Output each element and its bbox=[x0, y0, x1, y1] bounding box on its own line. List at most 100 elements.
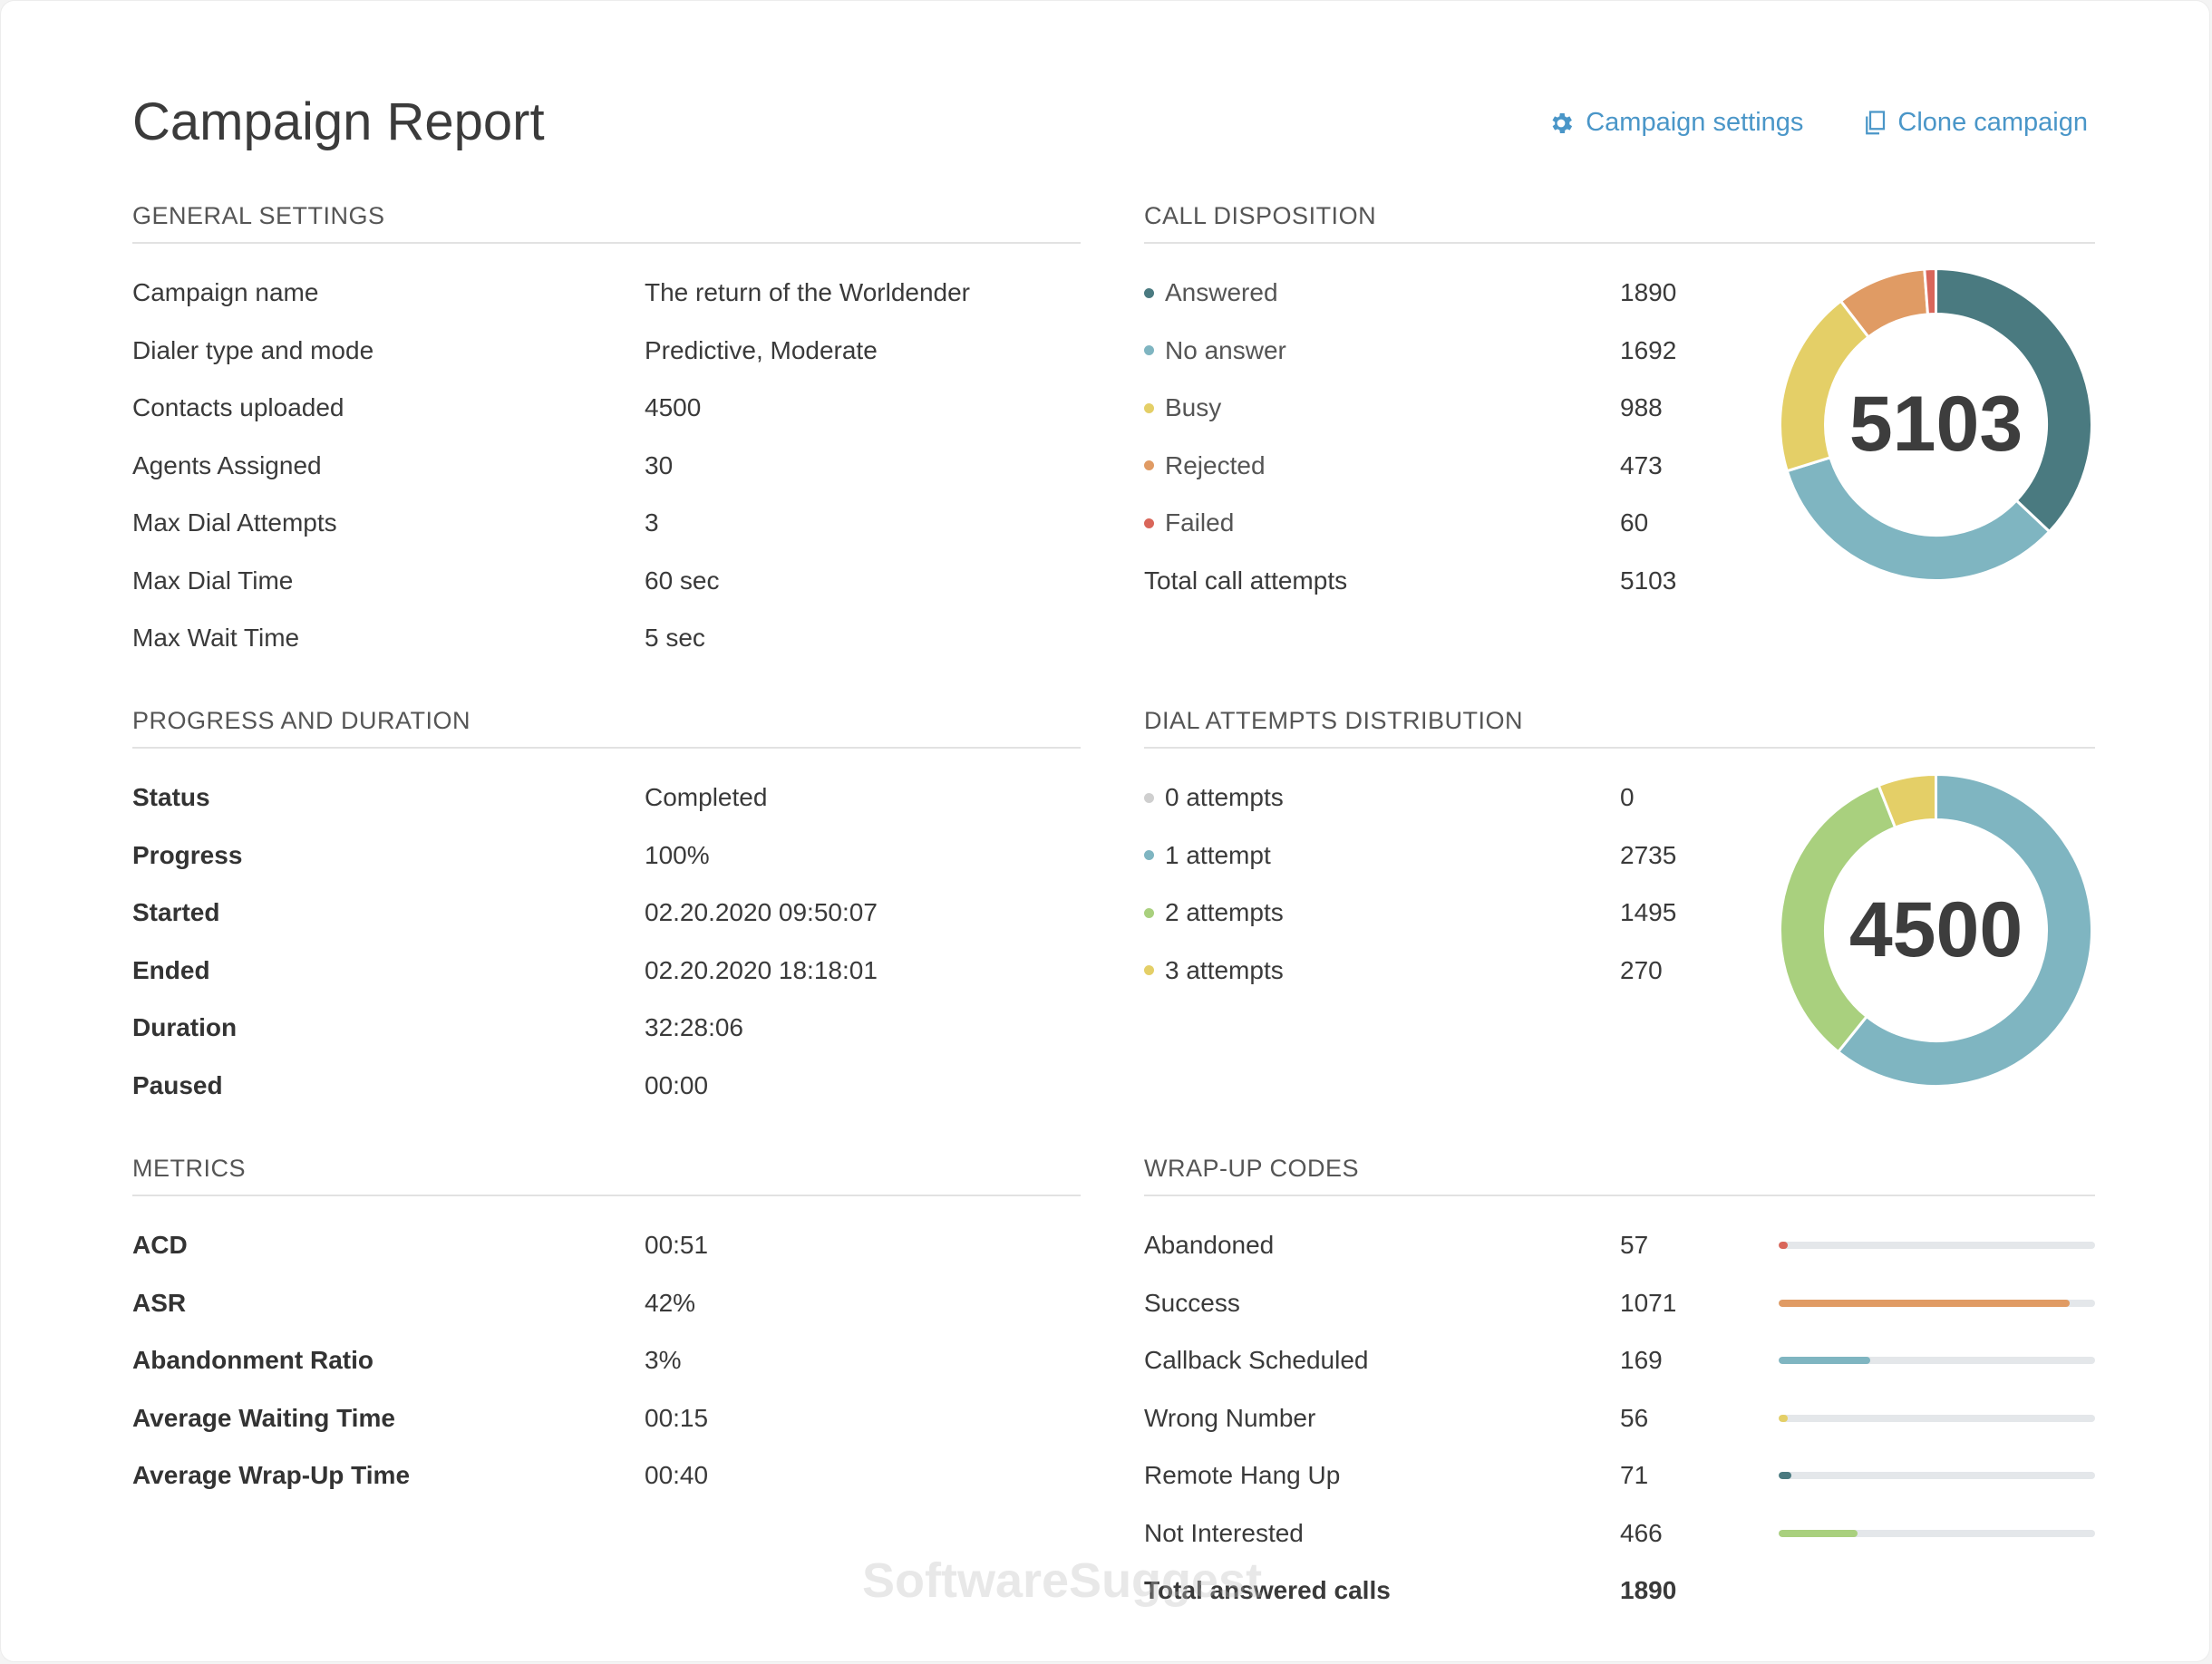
attempts-row: 1 attempt 2735 bbox=[1144, 839, 2095, 897]
page-title: Campaign Report bbox=[132, 92, 545, 151]
attempts-row: 0 attempts 0 bbox=[1144, 781, 2095, 839]
section-heading: GENERAL SETTINGS bbox=[132, 202, 1081, 244]
progress-section: PROGRESS AND DURATION Status Completed P… bbox=[132, 707, 1081, 1127]
section-heading: WRAP-UP CODES bbox=[1144, 1155, 2095, 1196]
disposition-value: 473 bbox=[1620, 450, 1663, 479]
disposition-row: Busy 988 bbox=[1144, 392, 2095, 450]
total-answered-value: 1890 bbox=[1620, 1576, 1677, 1604]
metric-label: ACD bbox=[132, 1231, 188, 1259]
copy-icon bbox=[1863, 110, 1887, 137]
setting-value: Predictive, Moderate bbox=[645, 335, 878, 364]
progress-row: Progress 100% bbox=[132, 839, 1081, 897]
progress-rows: Status Completed Progress 100% Started 0… bbox=[132, 749, 1081, 1127]
wrapup-bar bbox=[1779, 1529, 2095, 1537]
setting-label: Agents Assigned bbox=[132, 450, 322, 479]
metric-value: 00:15 bbox=[645, 1403, 709, 1432]
setting-row: Agents Assigned 30 bbox=[132, 450, 1081, 508]
attempts-label: 0 attempts bbox=[1165, 783, 1284, 811]
ended-value: 02.20.2020 18:18:01 bbox=[645, 955, 878, 984]
progress-label: Ended bbox=[132, 955, 210, 984]
progress-row: Paused 00:00 bbox=[132, 1069, 1081, 1127]
paused-value: 00:00 bbox=[645, 1070, 709, 1099]
setting-row: Max Dial Time 60 sec bbox=[132, 565, 1081, 623]
wrapup-bar bbox=[1779, 1299, 2095, 1307]
disposition-label: Busy bbox=[1165, 393, 1222, 421]
gear-icon bbox=[1547, 110, 1575, 137]
progress-label: Paused bbox=[132, 1070, 223, 1099]
legend-dot bbox=[1144, 460, 1154, 470]
setting-row: Dialer type and mode Predictive, Moderat… bbox=[132, 334, 1081, 392]
setting-label: Max Dial Time bbox=[132, 566, 294, 595]
wrapup-rows: Abandoned 57 Success 1071 Callback Sched… bbox=[1144, 1196, 2095, 1632]
call-disposition-donut: 5103 bbox=[1779, 266, 2093, 582]
setting-label: Campaign name bbox=[132, 278, 319, 306]
wrapup-label: Not Interested bbox=[1144, 1518, 1304, 1547]
donut-segment bbox=[1836, 772, 2093, 1088]
donut-chart bbox=[1779, 772, 2093, 1088]
donut-segment bbox=[1877, 772, 1937, 830]
clone-campaign-link[interactable]: Clone campaign bbox=[1863, 108, 2088, 138]
general-settings-section: GENERAL SETTINGS Campaign name The retur… bbox=[132, 202, 1081, 680]
disposition-label: Failed bbox=[1165, 508, 1235, 537]
dial-attempts-section: DIAL ATTEMPTS DISTRIBUTION 0 attempts 0 … bbox=[1144, 707, 2095, 1088]
donut-segment bbox=[1779, 783, 1897, 1054]
metric-value: 00:40 bbox=[645, 1461, 709, 1489]
wrapup-row: Wrong Number 56 bbox=[1144, 1402, 2095, 1460]
section-heading: DIAL ATTEMPTS DISTRIBUTION bbox=[1144, 707, 2095, 749]
setting-row: Contacts uploaded 4500 bbox=[132, 392, 1081, 450]
disposition-rows: Answered 1890 No answer 1692 Busy 988 Re… bbox=[1144, 244, 2095, 622]
total-attempts-value: 5103 bbox=[1620, 566, 1677, 595]
wrapup-label: Abandoned bbox=[1144, 1231, 1275, 1259]
wrapup-bar bbox=[1779, 1414, 2095, 1422]
wrapup-bar bbox=[1779, 1472, 2095, 1479]
campaign-settings-link[interactable]: Campaign settings bbox=[1547, 108, 1803, 138]
section-heading: PROGRESS AND DURATION bbox=[132, 707, 1081, 749]
wrapup-bar-fill bbox=[1779, 1242, 1789, 1249]
wrapup-bar-fill bbox=[1779, 1472, 1791, 1479]
wrapup-label: Wrong Number bbox=[1144, 1403, 1316, 1432]
setting-value: The return of the Worldender bbox=[645, 278, 971, 306]
disposition-label: Rejected bbox=[1165, 450, 1266, 479]
wrapup-bar-fill bbox=[1779, 1529, 1858, 1537]
wrapup-bar bbox=[1779, 1357, 2095, 1364]
metrics-rows: ACD 00:51 ASR 42% Abandonment Ratio 3% A… bbox=[132, 1196, 1081, 1517]
legend-dot bbox=[1144, 402, 1154, 413]
wrapup-bar-fill bbox=[1779, 1357, 1871, 1364]
status-value: Completed bbox=[645, 783, 768, 811]
setting-value: 5 sec bbox=[645, 624, 705, 652]
metric-label: Average Wrap-Up Time bbox=[132, 1461, 411, 1489]
setting-label: Dialer type and mode bbox=[132, 335, 374, 364]
disposition-label: Answered bbox=[1165, 278, 1278, 306]
progress-value: 100% bbox=[645, 840, 710, 869]
progress-row: Started 02.20.2020 09:50:07 bbox=[132, 896, 1081, 954]
progress-label: Status bbox=[132, 783, 210, 811]
total-attempts-label: Total call attempts bbox=[1144, 566, 1348, 595]
metric-label: ASR bbox=[132, 1288, 187, 1317]
attempts-label: 3 attempts bbox=[1165, 955, 1284, 984]
metric-value: 3% bbox=[645, 1346, 682, 1374]
donut-chart bbox=[1779, 266, 2093, 582]
total-answered-label: Total answered calls bbox=[1144, 1576, 1391, 1604]
setting-row: Max Dial Attempts 3 bbox=[132, 507, 1081, 565]
attempts-value: 0 bbox=[1620, 783, 1635, 811]
attempts-value: 1495 bbox=[1620, 898, 1677, 926]
duration-value: 32:28:06 bbox=[645, 1013, 743, 1041]
donut-segment bbox=[1923, 266, 1937, 316]
disposition-value: 1692 bbox=[1620, 335, 1677, 364]
wrapup-codes-section: WRAP-UP CODES Abandoned 57 Success 1071 … bbox=[1144, 1155, 2095, 1632]
setting-value: 3 bbox=[645, 508, 659, 537]
section-heading: CALL DISPOSITION bbox=[1144, 202, 2095, 244]
donut-total: 4500 bbox=[1848, 886, 2023, 973]
general-settings-rows: Campaign name The return of the Worldend… bbox=[132, 244, 1081, 680]
legend-dot bbox=[1144, 850, 1154, 860]
wrapup-value: 57 bbox=[1620, 1231, 1649, 1259]
clone-campaign-label: Clone campaign bbox=[1897, 108, 2088, 137]
attempts-value: 2735 bbox=[1620, 840, 1677, 869]
metric-row: ASR 42% bbox=[132, 1287, 1081, 1345]
disposition-row: Answered 1890 bbox=[1144, 276, 2095, 334]
metric-value: 00:51 bbox=[645, 1231, 709, 1259]
metric-row: ACD 00:51 bbox=[132, 1229, 1081, 1287]
attempts-label: 2 attempts bbox=[1165, 898, 1284, 926]
setting-label: Max Wait Time bbox=[132, 624, 300, 652]
metric-row: Average Wrap-Up Time 00:40 bbox=[132, 1459, 1081, 1517]
